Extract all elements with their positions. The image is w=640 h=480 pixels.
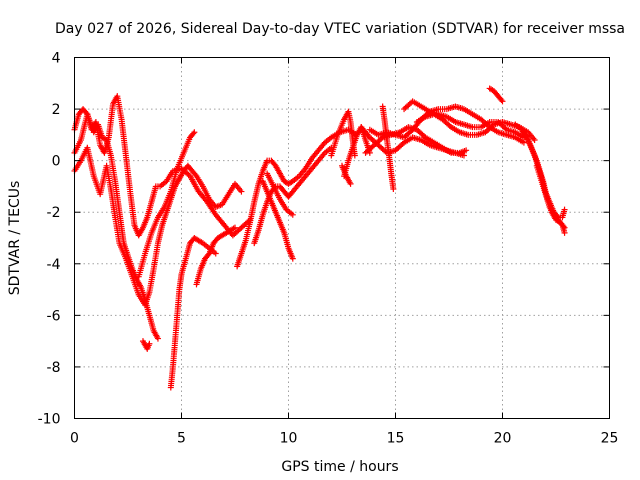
data-point xyxy=(520,139,527,146)
y-tick-label: -2 xyxy=(47,205,61,221)
x-tick-label: 15 xyxy=(387,431,405,447)
x-tick-label: 0 xyxy=(70,431,79,447)
y-tick-label: -4 xyxy=(47,257,61,273)
y-tick-label: 2 xyxy=(52,102,61,118)
y-tick-label: -6 xyxy=(47,308,61,324)
x-axis-label: GPS time / hours xyxy=(281,459,398,475)
x-tick-label: 5 xyxy=(177,431,186,447)
x-tick-label: 20 xyxy=(494,431,512,447)
chart-title: Day 027 of 2026, Sidereal Day-to-day VTE… xyxy=(55,21,625,37)
y-tick-label: -10 xyxy=(38,412,61,428)
data-point xyxy=(232,224,238,231)
grid xyxy=(74,57,610,419)
plot-frame xyxy=(74,57,610,419)
data-point xyxy=(205,251,212,258)
data-point xyxy=(146,340,153,347)
data-point xyxy=(498,97,505,104)
data-point xyxy=(561,229,568,236)
data-point xyxy=(154,335,161,342)
y-tick-label: -8 xyxy=(47,360,61,376)
data-point xyxy=(347,180,354,187)
data-point xyxy=(289,255,296,262)
y-axis-label: SDTVAR / TECUs xyxy=(7,181,23,296)
x-tick-label: 25 xyxy=(601,431,619,447)
data-point xyxy=(463,147,470,154)
data-point xyxy=(212,250,219,257)
data-point xyxy=(192,171,199,178)
data-points xyxy=(71,85,568,391)
data-point xyxy=(238,188,245,195)
data-point xyxy=(499,98,506,105)
data-point xyxy=(289,211,296,218)
data-point xyxy=(531,137,538,144)
data-point xyxy=(390,186,397,193)
data-point xyxy=(561,206,568,213)
axis-ticks: 0 5 10 15 20 25 -10 -8 -6 -4 -2 0 2 4 xyxy=(38,51,619,447)
y-tick-label: 0 xyxy=(52,154,61,170)
data-point xyxy=(190,130,197,137)
y-tick-label: 4 xyxy=(52,51,61,67)
x-tick-label: 10 xyxy=(280,431,298,447)
data-point xyxy=(191,129,198,136)
